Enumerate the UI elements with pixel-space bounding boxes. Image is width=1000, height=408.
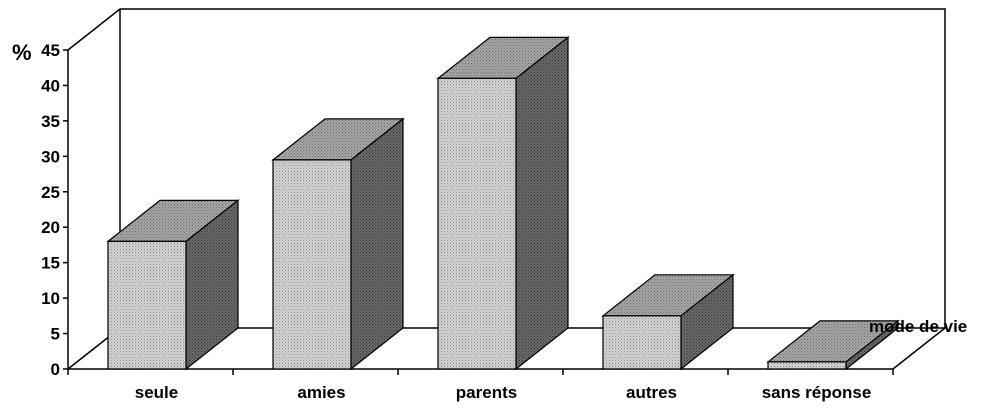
- bar-seule: [106, 199, 240, 371]
- x-tick-label: autres: [626, 383, 677, 402]
- y-tick-label: 10: [41, 289, 60, 308]
- bar-front-face: [437, 77, 517, 370]
- x-axis-title: mode de vie: [869, 317, 967, 336]
- bar-parents: [436, 36, 570, 371]
- bar-front-face: [602, 315, 682, 370]
- back-wall: [67, 8, 946, 370]
- bar-autres: [601, 273, 735, 371]
- y-tick-label: 35: [41, 112, 60, 131]
- x-tick-label: seule: [135, 383, 178, 402]
- bar-side-face: [350, 117, 404, 371]
- y-tick-label: 45: [41, 41, 60, 60]
- y-tick-label: 15: [41, 254, 60, 273]
- bar-front-face: [272, 159, 352, 370]
- y-tick-label: 5: [51, 325, 60, 344]
- bar-sans-réponse: [766, 319, 900, 371]
- y-tick-label: 25: [41, 183, 60, 202]
- bar-amies: [271, 117, 405, 371]
- y-tick-label: 30: [41, 147, 60, 166]
- bar-front-face: [767, 361, 847, 370]
- y-axis-title: %: [12, 40, 32, 65]
- bar-front-face: [107, 240, 187, 370]
- y-tick-label: 20: [41, 218, 60, 237]
- chart-bars: [106, 36, 900, 371]
- x-tick-label: parents: [456, 383, 517, 402]
- bar-side-face: [515, 36, 569, 371]
- x-tick-label: amies: [297, 383, 345, 402]
- y-tick-label: 40: [41, 76, 60, 95]
- x-tick-label: sans réponse: [762, 383, 872, 402]
- y-tick-label: 0: [51, 360, 60, 379]
